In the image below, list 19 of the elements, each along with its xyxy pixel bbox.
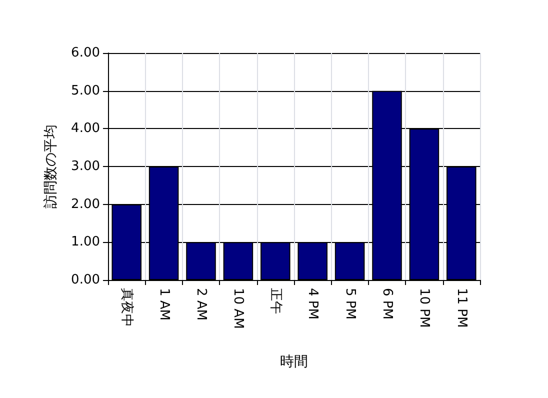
x-tick-label: 11 PM (454, 288, 469, 328)
x-tick-label: 2 AM (194, 288, 208, 321)
y-tick-label: 4.00 (71, 121, 100, 136)
x-tick-label: 5 PM (342, 288, 358, 320)
y-tick-label: 0.00 (71, 272, 100, 288)
y-tick-label: 3.00 (71, 159, 100, 174)
x-tick-label: 10 PM (416, 288, 432, 328)
y-tick-label: 5.00 (71, 83, 100, 98)
x-tick-label: 6 PM (380, 288, 394, 320)
x-axis-title: 時間 (280, 354, 308, 370)
x-tick-label: 4 PM (305, 288, 320, 320)
x-tick-label: 10 AM (230, 288, 246, 329)
y-tick-label: 2.00 (71, 196, 100, 212)
x-tick-label: 正午 (268, 288, 283, 314)
x-tick-label: 1 AM (156, 288, 172, 321)
y-tick-label: 6.00 (71, 46, 100, 60)
y-tick-label: 1.00 (71, 234, 100, 250)
x-tick-label: 真夜中 (119, 288, 136, 327)
y-axis-title: 訪問数の平均 (43, 124, 59, 208)
